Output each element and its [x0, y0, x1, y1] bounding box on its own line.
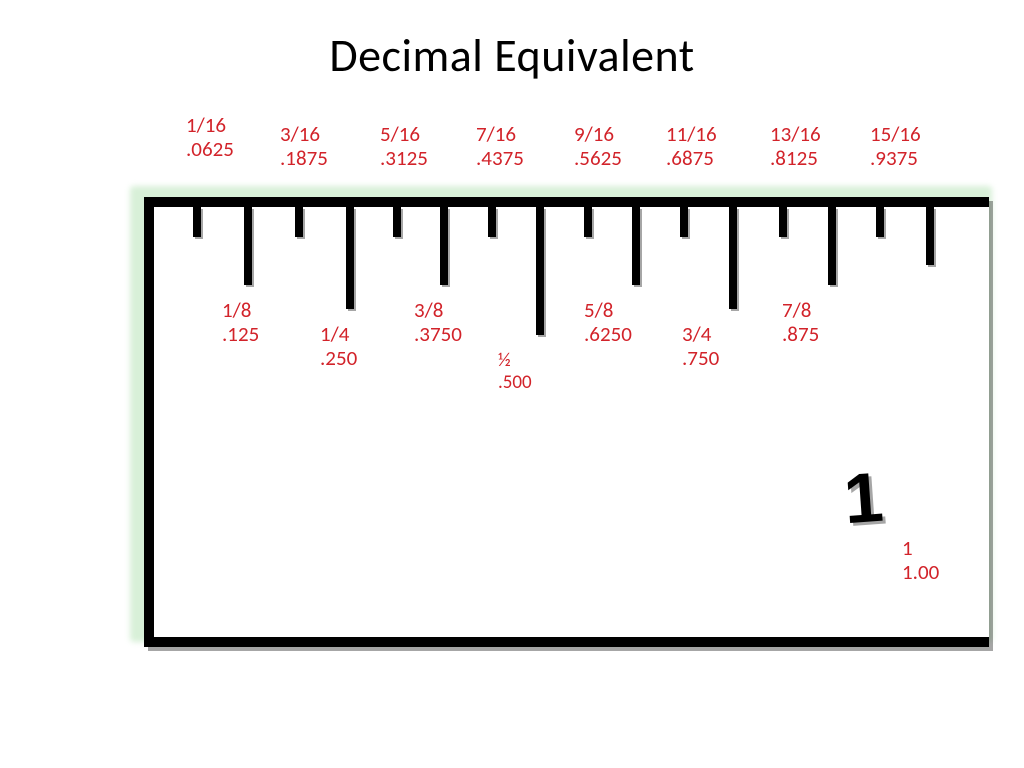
label-3-4-decimal: .750	[682, 345, 719, 371]
label-5-8-fraction: 5/8	[584, 297, 613, 323]
label-3-4-fraction: 3/4	[682, 321, 711, 347]
tick-3-16	[295, 207, 303, 237]
label-sixteenth-9: 9/16.5625	[574, 122, 622, 170]
tick-8-16	[536, 207, 544, 335]
label-1-8-fraction: 1/8	[222, 297, 251, 323]
label-5-8-decimal: .6250	[584, 321, 632, 347]
label-1-4: 1/4.250	[320, 322, 357, 370]
one-fraction: 1	[902, 535, 913, 561]
label-5-8: 5/8.6250	[584, 298, 632, 346]
label-7-8: 7/8.875	[782, 298, 819, 346]
label-sixteenth-5-decimal: .3125	[380, 145, 428, 171]
label-sixteenth-13: 13/16.8125	[770, 122, 821, 170]
tick-5-16	[393, 207, 401, 237]
label-sixteenth-1-fraction: 1/16	[186, 112, 226, 138]
label-sixteenth-11: 11/16.6875	[666, 122, 717, 170]
label-3-4: 3/4.750	[682, 322, 719, 370]
label-sixteenth-1: 1/16.0625	[186, 113, 234, 161]
label-sixteenth-9-fraction: 9/16	[574, 121, 614, 147]
tick-13-16	[779, 207, 787, 237]
ruler-frame	[144, 197, 989, 647]
tick-6-16	[440, 207, 448, 285]
label-1-8: 1/8.125	[222, 298, 259, 346]
one-decimal: 1.00	[902, 559, 939, 585]
tick-12-16	[729, 207, 737, 309]
label-sixteenth-7-decimal: .4375	[476, 145, 524, 171]
label-sixteenth-5-fraction: 5/16	[380, 121, 420, 147]
label-1-4-fraction: 1/4	[320, 321, 349, 347]
tick-10-16	[632, 207, 640, 285]
label-sixteenth-3-decimal: .1875	[280, 145, 328, 171]
label-7-8-fraction: 7/8	[782, 297, 811, 323]
label-sixteenth-13-fraction: 13/16	[770, 121, 821, 147]
page-title: Decimal Equivalent	[0, 28, 1024, 84]
label-sixteenth-15-fraction: 15/16	[870, 121, 921, 147]
label-sixteenth-15: 15/16.9375	[870, 122, 921, 170]
label-1-8-decimal: .125	[222, 321, 259, 347]
tick-9-16	[584, 207, 592, 237]
tick-7-16	[488, 207, 496, 237]
tick-16-16	[926, 207, 934, 265]
label-3-8-decimal: .3750	[414, 321, 462, 347]
tick-14-16	[828, 207, 836, 285]
label---decimal: .500	[498, 371, 532, 394]
ruler-number-one: 1	[841, 457, 885, 540]
label-sixteenth-15-decimal: .9375	[870, 145, 918, 171]
tick-1-16	[193, 207, 201, 237]
label-sixteenth-9-decimal: .5625	[574, 145, 622, 171]
label-sixteenth-13-decimal: .8125	[770, 145, 818, 171]
label-sixteenth-3-fraction: 3/16	[280, 121, 320, 147]
label-sixteenth-7-fraction: 7/16	[476, 121, 516, 147]
tick-2-16	[244, 207, 252, 285]
label-sixteenth-7: 7/16.4375	[476, 122, 524, 170]
label--: ½.500	[498, 350, 532, 394]
label-3-8: 3/8.3750	[414, 298, 462, 346]
label-7-8-decimal: .875	[782, 321, 819, 347]
label-sixteenth-5: 5/16.3125	[380, 122, 428, 170]
tick-4-16	[346, 207, 354, 309]
label-one-inch: 1 1.00	[902, 536, 939, 584]
label-sixteenth-11-decimal: .6875	[666, 145, 714, 171]
label-sixteenth-1-decimal: .0625	[186, 136, 234, 162]
label---fraction: ½	[498, 349, 511, 372]
label-1-4-decimal: .250	[320, 345, 357, 371]
label-sixteenth-3: 3/16.1875	[280, 122, 328, 170]
tick-15-16	[876, 207, 884, 237]
tick-11-16	[680, 207, 688, 237]
label-3-8-fraction: 3/8	[414, 297, 443, 323]
label-sixteenth-11-fraction: 11/16	[666, 121, 717, 147]
